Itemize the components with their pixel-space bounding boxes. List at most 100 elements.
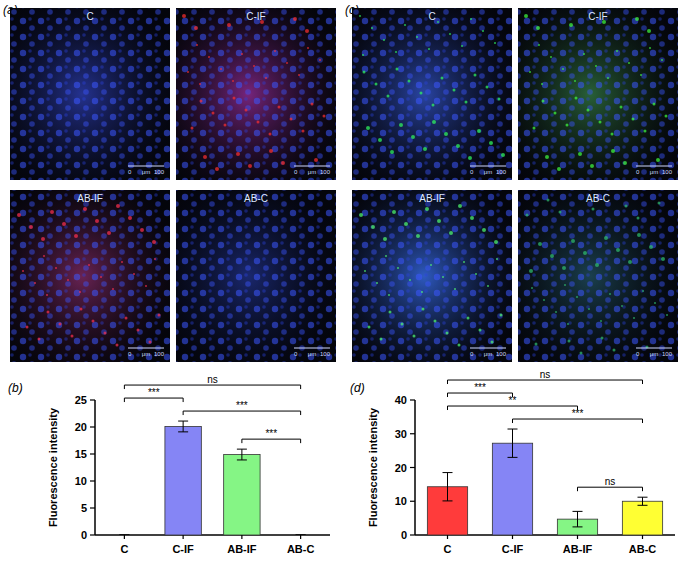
signal-dot — [500, 314, 503, 317]
bar — [622, 501, 662, 535]
signal-dot — [371, 27, 373, 29]
signal-dot — [564, 284, 566, 286]
signal-dot — [465, 101, 468, 104]
signal-dot — [566, 124, 569, 127]
signal-dot — [241, 53, 243, 55]
signal-dot — [654, 302, 656, 304]
signal-dot — [281, 161, 285, 165]
signal-dot — [182, 14, 186, 18]
signal-dot — [404, 24, 406, 26]
error-cap — [119, 535, 129, 536]
scale-text: 100 — [662, 351, 673, 357]
signal-dot — [442, 276, 444, 278]
scale-text: 0 — [294, 169, 298, 175]
image-bg — [176, 8, 336, 180]
signal-dot — [454, 288, 456, 290]
scale-bar — [128, 166, 164, 167]
scale-bar — [294, 348, 330, 349]
y-tick-label: 40 — [395, 394, 407, 406]
signal-dot — [545, 155, 549, 159]
signal-dot — [423, 147, 427, 151]
signal-dot — [536, 26, 540, 30]
signal-dot — [149, 341, 152, 344]
bar — [165, 426, 201, 535]
signal-dot — [531, 287, 533, 289]
error-cap — [296, 535, 306, 536]
signal-dot — [482, 228, 486, 232]
signal-dot — [95, 219, 99, 223]
scale-text: 0 — [294, 351, 298, 357]
signal-dot — [562, 68, 564, 70]
error-cap — [296, 535, 306, 536]
error-cap — [638, 497, 648, 498]
signal-dot — [588, 308, 590, 310]
error-cap — [237, 459, 247, 460]
image-nuclei — [352, 8, 512, 180]
y-tick-label: 0 — [401, 529, 407, 541]
bar — [106, 535, 142, 536]
scale-bar — [294, 166, 330, 167]
scale-bar — [636, 348, 672, 349]
signal-dot — [298, 74, 300, 76]
image-nuclei — [176, 8, 336, 180]
signal-dot — [609, 293, 611, 295]
x-tick-label: C-IF — [172, 543, 194, 555]
significance: ns — [124, 374, 300, 389]
signal-dot — [595, 263, 599, 267]
image-label: C — [86, 11, 93, 22]
signal-dot — [67, 279, 69, 281]
signal-dot — [41, 237, 45, 241]
error-stem — [512, 429, 513, 457]
signal-dot — [215, 167, 219, 171]
signal-dot — [446, 332, 449, 335]
y-tick — [410, 399, 415, 400]
signal-dot — [154, 258, 156, 260]
y-tick — [90, 507, 95, 508]
image-bg — [352, 190, 512, 362]
signal-dot — [616, 248, 620, 252]
signal-dot — [538, 242, 542, 246]
signal-dot — [383, 237, 387, 241]
signal-dot — [635, 17, 639, 21]
x-tick-label: AB-IF — [563, 543, 593, 555]
signal-dot — [541, 83, 543, 85]
signal-dot — [133, 273, 135, 275]
error-cap — [443, 500, 453, 501]
y-tick — [410, 501, 415, 502]
micrograph: AB-IF0μm100 — [352, 190, 512, 362]
image-label: AB-IF — [77, 193, 103, 204]
signal-dot — [470, 216, 474, 220]
figure: (a)C0μm100C-IF0μm100AB-IF0μm100AB-C0μm10… — [0, 0, 685, 569]
x-tick-label: C — [120, 543, 128, 555]
error-stem — [183, 421, 184, 432]
signal-dot — [461, 45, 463, 47]
signal-dot — [47, 311, 50, 314]
signal-dot — [411, 135, 415, 139]
x-tick — [183, 535, 184, 539]
y-tick-label: 25 — [75, 394, 87, 406]
signal-dot — [302, 130, 305, 133]
signal-dot — [29, 225, 33, 229]
signal-dot — [590, 164, 594, 168]
scale-text: μm — [142, 351, 150, 357]
signal-dot — [583, 251, 587, 255]
y-tick — [410, 433, 415, 434]
bars — [119, 421, 305, 535]
micrograph: AB-IF0μm100 — [10, 190, 170, 362]
signal-dot — [554, 112, 557, 115]
signal-dot — [640, 74, 642, 76]
scale-bar — [470, 348, 506, 349]
significance-label: *** — [148, 387, 160, 398]
signal-dot — [568, 340, 571, 343]
bar — [224, 455, 260, 535]
signal-dot — [26, 326, 29, 329]
signal-dot — [616, 50, 618, 52]
image-nuclei — [176, 190, 336, 362]
signal-dot — [385, 255, 387, 257]
scale-bar — [470, 166, 506, 167]
signal-dot — [576, 296, 578, 298]
image-nuclei — [518, 8, 678, 180]
significance-label: ns — [207, 374, 218, 385]
signal-dot — [533, 127, 536, 130]
image-label: AB-C — [586, 193, 610, 204]
